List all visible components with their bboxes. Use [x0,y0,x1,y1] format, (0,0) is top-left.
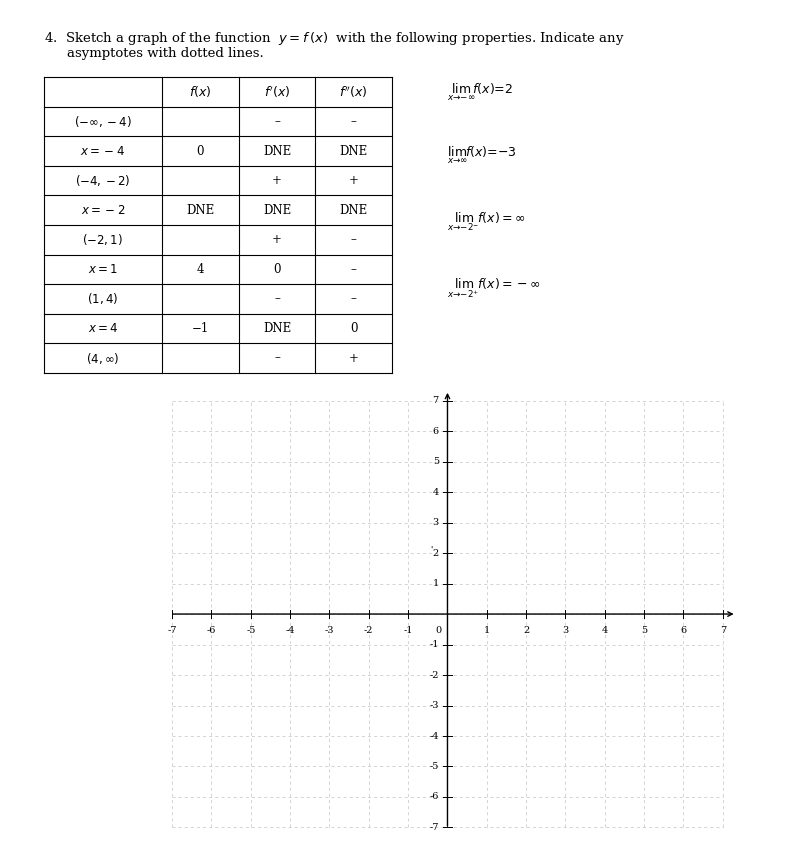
Text: asymptotes with dotted lines.: asymptotes with dotted lines. [67,47,264,60]
Text: 5: 5 [432,457,439,466]
Text: $(-\infty,-4)$: $(-\infty,-4)$ [74,114,131,129]
Text: DNE: DNE [186,204,215,217]
Text: -6: -6 [429,793,439,801]
Text: –: – [351,263,356,276]
Text: -4: -4 [429,732,439,740]
Text: -5: -5 [246,626,256,635]
Text: 4.  Sketch a graph of the function  $y = f\,(x)$  with the following properties.: 4. Sketch a graph of the function $y = f… [44,30,624,47]
Text: -3: -3 [429,701,439,710]
Text: -1: -1 [403,626,413,635]
Text: 7: 7 [432,396,439,405]
Text: 4: 4 [602,626,608,635]
Text: –: – [274,115,280,128]
Text: 6: 6 [432,427,439,435]
Text: $\lim_{x\to\infty}\!f(x)=-3$: $\lim_{x\to\infty}\!f(x)=-3$ [447,144,517,166]
Text: –: – [351,292,356,305]
Text: 5: 5 [641,626,647,635]
Text: -2: -2 [429,670,439,680]
Text: DNE: DNE [340,204,367,217]
Text: –: – [351,115,356,128]
Text: 2: 2 [523,626,529,635]
Text: 1: 1 [432,579,439,588]
Text: –: – [351,233,356,246]
Text: $x=-4$: $x=-4$ [80,145,125,158]
Text: $(-2,1)$: $(-2,1)$ [82,232,124,248]
Text: $x=1$: $x=1$ [88,263,118,276]
Text: 4: 4 [196,263,204,276]
Text: -5: -5 [429,762,439,771]
Text: −1: −1 [192,322,209,335]
Text: 0: 0 [350,322,357,335]
Text: 4: 4 [432,488,439,496]
Text: –: – [274,292,280,305]
Text: $(4,\infty)$: $(4,\infty)$ [86,351,120,366]
Text: 7: 7 [720,626,726,635]
Text: +: + [272,233,282,246]
Text: $\lim_{x\to-2^-}\!f(x)=\infty$: $\lim_{x\to-2^-}\!f(x)=\infty$ [447,210,526,232]
Text: -2: -2 [364,626,374,635]
Text: –: – [274,351,280,364]
Text: $(1,4)$: $(1,4)$ [87,291,118,307]
Text: $\lim_{x\to-2^+}\!f(x)=-\infty$: $\lim_{x\to-2^+}\!f(x)=-\infty$ [447,276,542,300]
Text: $x=4$: $x=4$ [88,322,118,335]
Text: 0: 0 [196,145,204,158]
Text: 1: 1 [484,626,490,635]
Text: $\lim_{x\to-\infty}\!f(x)=2$: $\lim_{x\to-\infty}\!f(x)=2$ [447,81,513,104]
Text: -7: -7 [167,626,177,635]
Text: 0: 0 [436,626,442,635]
Text: -1: -1 [429,640,439,649]
Text: 3: 3 [432,518,439,527]
Text: -4: -4 [285,626,295,635]
Text: $f(x)$: $f(x)$ [189,84,211,99]
Text: $(-4,-2)$: $(-4,-2)$ [75,173,131,189]
Text: 6: 6 [680,626,687,635]
Text: ': ' [430,546,432,554]
Text: +: + [272,174,282,187]
Text: -3: -3 [325,626,334,635]
Text: 0: 0 [273,263,281,276]
Text: DNE: DNE [263,322,291,335]
Text: DNE: DNE [263,145,291,158]
Text: -7: -7 [429,823,439,832]
Text: $f'(x)$: $f'(x)$ [264,84,290,99]
Text: $x=-2$: $x=-2$ [81,204,125,217]
Text: 2: 2 [432,548,439,558]
Text: DNE: DNE [263,204,291,217]
Text: +: + [348,351,359,364]
Text: +: + [348,174,359,187]
Text: -6: -6 [207,626,216,635]
Text: $f''(x)$: $f''(x)$ [340,84,368,99]
Text: DNE: DNE [340,145,367,158]
Text: 3: 3 [562,626,569,635]
